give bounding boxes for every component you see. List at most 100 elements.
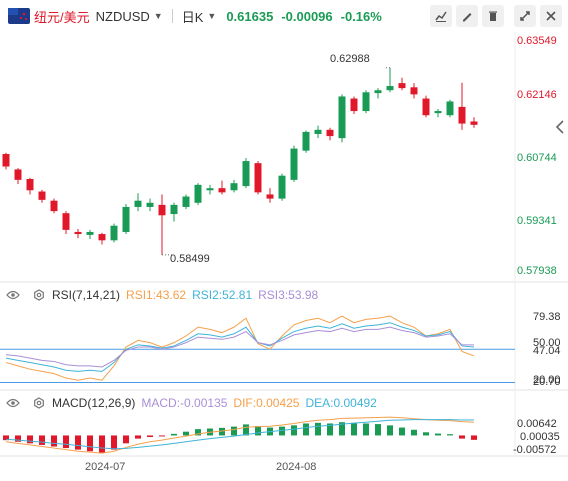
macd-bar [159, 435, 165, 437]
price-change: -0.00096 [281, 8, 333, 24]
fullscreen-button[interactable] [514, 5, 536, 27]
macd-bar [135, 435, 141, 439]
macd-bar [375, 424, 381, 436]
market-name[interactable]: 纽元/美元 [34, 9, 90, 25]
dif-line [5, 416, 475, 454]
candle-body [218, 188, 226, 193]
macd-bar [51, 435, 57, 447]
macd-bar [387, 425, 393, 436]
candle-body [326, 129, 334, 137]
candle-body [110, 225, 118, 241]
price-tick: 0.62146 [517, 89, 557, 101]
macd-bar [459, 435, 465, 439]
current-price: 0.61635 [226, 8, 274, 24]
close-button[interactable] [540, 5, 562, 27]
macd-bar [471, 435, 477, 440]
line-style-button[interactable] [430, 5, 452, 27]
candle-body [266, 194, 274, 199]
macd-bar [231, 426, 237, 436]
macd-bar [75, 435, 81, 450]
candle-body [278, 175, 286, 199]
macd-bar [147, 435, 153, 438]
delete-icon [489, 11, 497, 21]
chevron-left-icon [555, 120, 564, 134]
candle-body [74, 231, 82, 235]
pen-icon [463, 13, 472, 22]
price-change-pct: -0.16% [340, 8, 382, 24]
macd-tick: -0.00572 [513, 444, 557, 456]
candle-body [290, 148, 298, 180]
macd-label: MACD:-0.00135 [141, 396, 228, 410]
candle-body [134, 200, 142, 207]
macd-bar [15, 435, 21, 442]
macd-bar [171, 433, 177, 436]
macd-bar [327, 423, 333, 436]
timeframe-label[interactable]: 日K [181, 9, 204, 25]
rsi-tick: 20.70 [533, 376, 561, 388]
eye-icon[interactable] [6, 396, 20, 410]
candle-body [254, 163, 262, 193]
rsi-tick: 47.04 [533, 345, 561, 357]
candle-body [374, 90, 382, 94]
dea-line [5, 419, 474, 450]
dif-label: DIF:0.00425 [233, 396, 300, 410]
candle-body [362, 92, 370, 112]
close-icon [546, 11, 556, 21]
rsi-tick: 79.38 [533, 311, 561, 323]
pen-button[interactable] [456, 5, 478, 27]
candle-body [62, 213, 70, 230]
macd-bar [195, 429, 201, 436]
collapse-panel-button[interactable] [553, 118, 567, 136]
candle-body [194, 184, 202, 203]
macd-bar [3, 435, 9, 441]
macd-title: MACD(12,26,9) [52, 396, 136, 410]
settings-icon[interactable] [32, 396, 46, 410]
macd-bar [111, 435, 117, 450]
candle-body [98, 234, 106, 241]
macd-bar [255, 425, 261, 436]
fullscreen-icon [520, 11, 530, 21]
symbol-dropdown-icon[interactable]: ▼ [153, 11, 163, 21]
macd-bar [87, 435, 93, 452]
eye-icon[interactable] [6, 288, 20, 302]
low-annotation: 0.58499 [170, 253, 210, 265]
candle-body [410, 87, 418, 95]
candle-body [386, 86, 394, 91]
candle-body [182, 196, 190, 207]
time-tick: 2024-07 [85, 461, 126, 473]
macd-bar [243, 424, 249, 436]
macd-bar [99, 435, 105, 453]
candle-body [86, 231, 94, 235]
rsi2-line [5, 322, 475, 372]
rsi-header: RSI(7,14,21) RSI1:43.62 RSI2:52.81 RSI3:… [0, 287, 324, 303]
candle-body [170, 204, 178, 215]
candle-body [14, 169, 22, 180]
candle-body [350, 98, 358, 112]
chart-canvas[interactable] [0, 32, 568, 481]
macd-bar [291, 425, 297, 436]
macd-bar [411, 429, 417, 436]
price-tick: 0.63549 [517, 35, 557, 47]
macd-bar [435, 433, 441, 436]
time-tick: 2024-08 [276, 461, 317, 473]
candle-body [38, 191, 46, 200]
settings-icon[interactable] [32, 288, 46, 302]
rsi2-label: RSI2:52.81 [192, 288, 253, 302]
candle-body [158, 204, 166, 216]
macd-bar [39, 435, 45, 445]
candle-body [242, 161, 250, 187]
macd-bar [363, 423, 369, 436]
symbol-label[interactable]: NZDUSD [95, 8, 150, 24]
macd-bar [27, 435, 33, 444]
macd-bar [123, 435, 129, 444]
rsi3-line [5, 326, 474, 368]
candle-body [302, 131, 310, 151]
candle-body [398, 83, 406, 89]
timeframe-dropdown-icon[interactable]: ▼ [207, 11, 217, 21]
candle-body [314, 129, 322, 134]
rsi-title: RSI(7,14,21) [52, 288, 121, 302]
chart-header: 纽元/美元 NZDUSD ▼ 日K ▼ 0.61635 -0.00096 -0.… [0, 0, 568, 32]
delete-button[interactable] [482, 5, 504, 27]
macd-bar [339, 422, 345, 436]
candle-body [26, 179, 34, 191]
